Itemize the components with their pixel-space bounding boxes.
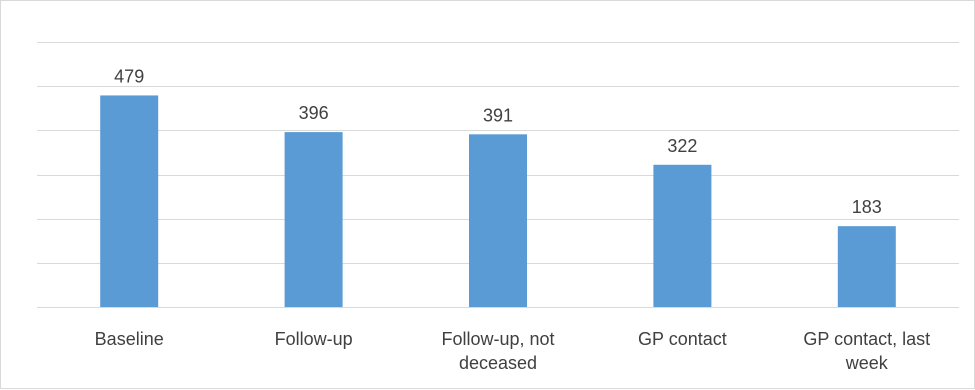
- data-label: 479: [114, 66, 144, 86]
- bar: [653, 164, 712, 307]
- data-labels: 479 396 391 322 183: [114, 66, 882, 217]
- x-tick-label: deceased: [459, 353, 537, 373]
- bar: [837, 226, 896, 307]
- bar: [100, 95, 159, 307]
- data-label: 391: [483, 105, 513, 125]
- bar: [284, 132, 343, 307]
- x-tick-labels: Baseline Follow-up Follow-up, not deceased G…: [95, 329, 930, 373]
- x-tick-label: Baseline: [95, 329, 164, 349]
- bar: [469, 134, 527, 307]
- data-label: 322: [667, 136, 697, 156]
- x-tick-label: Follow-up: [275, 329, 353, 349]
- data-label: 183: [852, 197, 882, 217]
- x-tick-label: week: [845, 353, 889, 373]
- bars: [100, 95, 896, 307]
- data-label: 396: [299, 103, 329, 123]
- x-tick-label: Follow-up, not: [441, 329, 554, 349]
- x-tick-label: GP contact, last: [803, 329, 930, 349]
- x-tick-label: GP contact: [638, 329, 727, 349]
